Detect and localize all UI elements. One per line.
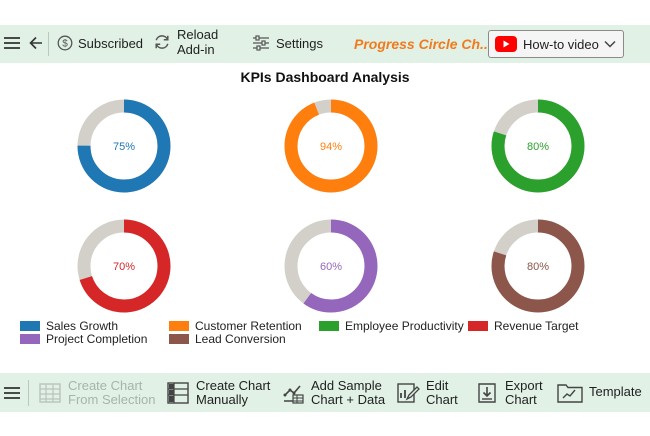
chevron-down-icon <box>604 40 616 48</box>
legend-item: Lead Conversion <box>169 332 286 346</box>
subscribed-label: Subscribed <box>78 35 144 51</box>
template-button[interactable]: Template <box>557 381 642 403</box>
folder-chart-icon <box>557 384 583 403</box>
add-sample-chart-button[interactable]: Add Sample Chart + Data <box>281 379 385 407</box>
donut-project-completion: 60% <box>284 219 378 313</box>
create-from-selection-line1: Create Chart <box>68 378 143 393</box>
donut-value-label: 80% <box>527 261 549 273</box>
menu-icon[interactable] <box>3 34 21 52</box>
donut-progress-arc <box>284 219 378 313</box>
edit-chart-button[interactable]: Edit Chart <box>396 379 458 407</box>
settings-sliders-icon <box>253 35 269 51</box>
legend-item: Employee Productivity <box>319 319 464 333</box>
export-line2: Chart <box>505 392 537 407</box>
dollar-circle-icon: $ <box>57 35 73 51</box>
create-from-selection-button[interactable]: Create Chart From Selection <box>38 379 155 407</box>
add-sample-line1: Add Sample <box>311 378 382 393</box>
donut-progress-arc <box>491 99 585 193</box>
legend-swatch <box>169 321 189 331</box>
export-chart-button[interactable]: Export Chart <box>475 379 543 407</box>
settings-label: Settings <box>276 35 323 51</box>
settings-button[interactable]: Settings <box>252 35 323 51</box>
bottom-toolbar: Create Chart From Selection Create Chart M… <box>0 373 650 412</box>
donut-value-label: 70% <box>113 261 135 273</box>
back-arrow-icon[interactable] <box>28 34 44 52</box>
donut-progress-arc <box>491 219 585 313</box>
legend-swatch <box>468 321 488 331</box>
donut-progress-arc <box>77 99 171 193</box>
donut-progress-arc <box>284 99 378 193</box>
export-chart-icon <box>478 383 496 403</box>
legend-label: Employee Productivity <box>345 319 464 333</box>
howto-video-dropdown[interactable]: How-to video <box>488 30 624 58</box>
legend-swatch <box>319 321 339 331</box>
donut-revenue-target: 70% <box>77 219 171 313</box>
donut-value-label: 94% <box>320 141 342 153</box>
donut-value-label: 75% <box>113 141 135 153</box>
legend-label: Sales Growth <box>46 319 119 333</box>
donut-customer-retention: 94% <box>284 99 378 193</box>
template-label: Template <box>589 384 642 399</box>
legend-label: Lead Conversion <box>195 332 286 346</box>
legend-swatch <box>20 321 40 331</box>
add-sample-line2: Chart + Data <box>311 392 386 407</box>
donut-sales-growth: 75% <box>77 99 171 193</box>
donut-progress-arc <box>77 219 171 313</box>
toolbar-divider <box>48 32 49 56</box>
reload-icon <box>155 35 169 49</box>
reload-label-line2: Add-in <box>177 42 215 57</box>
legend-label: Revenue Target <box>494 319 579 333</box>
legend-swatch <box>20 334 40 344</box>
legend-item: Customer Retention <box>169 319 302 333</box>
howto-label: How-to video <box>523 36 599 52</box>
legend-item: Sales Growth <box>20 319 118 333</box>
create-manually-line1: Create Chart <box>196 378 271 393</box>
top-toolbar: $ Subscribed Reload Add-in Settings Prog… <box>0 25 650 63</box>
create-from-selection-line2: From Selection <box>68 392 156 407</box>
list-table-icon <box>167 382 189 404</box>
donut-value-label: 80% <box>527 141 549 153</box>
edit-chart-icon <box>397 383 420 403</box>
legend-item: Project Completion <box>20 332 147 346</box>
menu-icon[interactable] <box>3 385 27 401</box>
legend-label: Project Completion <box>46 332 148 346</box>
sample-chart-icon <box>283 385 304 404</box>
edit-line1: Edit <box>426 378 449 393</box>
chart-title: KPIs Dashboard Analysis <box>240 69 410 85</box>
create-manually-line2: Manually <box>196 392 249 407</box>
table-grid-icon <box>39 383 61 403</box>
create-manually-button[interactable]: Create Chart Manually <box>166 379 270 407</box>
donut-employee-productivity: 80% <box>491 99 585 193</box>
edit-line2: Chart <box>426 392 458 407</box>
svg-text:$: $ <box>62 39 68 50</box>
legend-swatch <box>169 334 189 344</box>
subscribed-button[interactable]: $ Subscribed <box>57 35 143 51</box>
chart-type-name: Progress Circle Ch... <box>354 36 492 52</box>
youtube-icon <box>495 36 517 52</box>
export-line1: Export <box>505 378 543 393</box>
donut-lead-conversion: 80% <box>491 219 585 313</box>
legend-label: Customer Retention <box>195 319 302 333</box>
legend-item: Revenue Target <box>468 319 579 333</box>
donut-value-label: 60% <box>320 261 342 273</box>
reload-addin-button[interactable]: Reload Add-in <box>153 27 218 57</box>
reload-label-line1: Reload <box>177 27 219 42</box>
toolbar-divider <box>28 380 29 406</box>
